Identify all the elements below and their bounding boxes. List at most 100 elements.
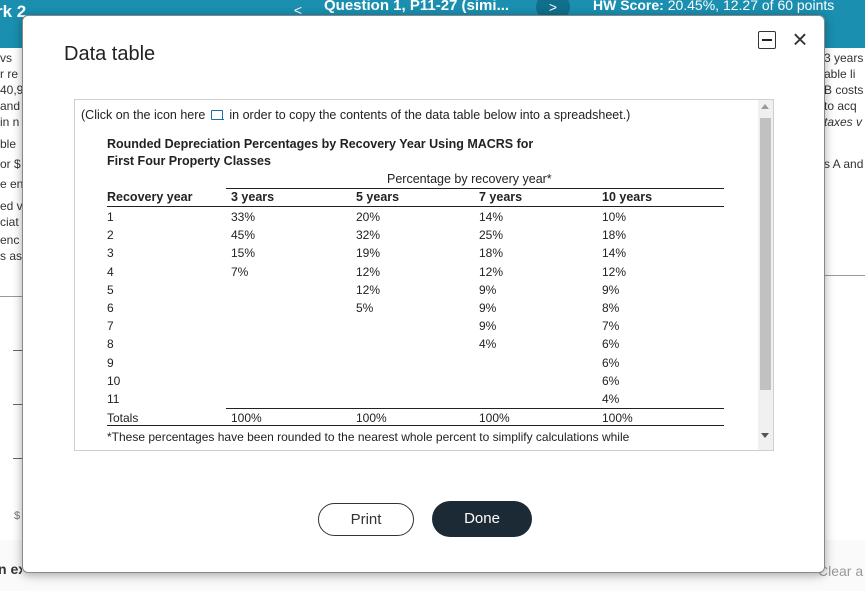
column-header: 5 years	[356, 190, 400, 204]
percentage-cell: 6%	[602, 337, 620, 352]
table-title-line-1: Rounded Depreciation Percentages by Reco…	[107, 137, 534, 151]
background-tick	[13, 350, 22, 351]
percentage-cell: 18%	[479, 246, 504, 261]
data-table-panel: (Click on the icon here in order to copy …	[74, 99, 774, 451]
previous-question-button[interactable]: <	[293, 2, 303, 18]
background-divider	[0, 296, 22, 297]
percentage-cell: 7%	[231, 264, 249, 279]
background-text-fragment: ciat	[0, 215, 19, 229]
background-text-fragment: 3 years	[824, 51, 864, 65]
percentage-header: Percentage by recovery year*	[387, 172, 552, 186]
homework-title: rk 2	[0, 2, 27, 21]
minimize-button[interactable]	[758, 31, 776, 49]
background-tick	[13, 458, 22, 459]
print-button[interactable]: Print	[318, 503, 414, 536]
recovery-year-cell: 11	[107, 392, 120, 406]
hw-score: HW Score: 20.45%, 12.27 of 60 points	[593, 0, 834, 13]
percentage-cell: 20%	[356, 210, 381, 224]
scroll-thumb[interactable]	[760, 118, 771, 390]
percentage-cell: 12%	[356, 282, 381, 297]
table-title-line-2: First Four Property Classes	[107, 154, 271, 168]
background-text-fragment: to acq	[824, 99, 857, 113]
header-rule	[107, 206, 724, 207]
scroll-up-icon[interactable]	[761, 104, 769, 109]
background-text-fragment: or $	[0, 157, 21, 171]
percentage-cell: 12%	[479, 264, 504, 279]
recovery-year-cell: 4	[107, 264, 114, 279]
background-tick	[13, 404, 22, 405]
dialog-title: Data table	[64, 43, 156, 65]
percentage-cell: 4%	[479, 337, 497, 352]
recovery-year-cell: 8	[107, 337, 114, 352]
percentage-cell: 14%	[602, 246, 627, 261]
percentage-cell: 9%	[479, 282, 497, 297]
column-header: Recovery year	[107, 190, 193, 204]
percentage-cell: 4%	[602, 392, 620, 406]
done-button[interactable]: Done	[432, 501, 532, 537]
recovery-year-cell: 5	[107, 282, 114, 297]
clear-all-button[interactable]: Clear a	[818, 563, 864, 579]
minimize-icon	[762, 39, 772, 41]
percentage-cell: 15%	[231, 246, 256, 261]
background-text-fragment: 40,9	[0, 83, 22, 97]
background-text-fragment: in n	[0, 115, 20, 129]
percentage-cell: 14%	[479, 210, 504, 224]
totals-cell: 100%	[602, 411, 633, 425]
recovery-year-cell: 6	[107, 301, 114, 315]
totals-label: Totals	[107, 411, 139, 425]
scroll-down-icon[interactable]	[761, 433, 769, 438]
recovery-year-cell: 3	[107, 246, 114, 261]
close-button[interactable]: ×	[792, 24, 808, 54]
percentage-cell: 25%	[479, 228, 504, 243]
percentage-cell: 32%	[356, 228, 381, 243]
recovery-year-cell: 10	[107, 373, 121, 388]
help-me-solve-link[interactable]: n example	[0, 561, 22, 577]
question-title[interactable]: Question 1, P11-27 (simi...	[324, 0, 510, 14]
background-text-fragment: r re	[0, 67, 18, 81]
table-footnote: *These percentages have been rounded to …	[107, 430, 630, 444]
recovery-year-cell: 9	[107, 355, 114, 370]
percentage-cell: 9%	[479, 301, 497, 315]
percentage-cell: 18%	[602, 228, 627, 243]
background-text-fragment: able li	[824, 67, 856, 81]
hw-score-label: HW Score:	[593, 0, 664, 13]
background-text-fragment: B costs	[824, 83, 864, 97]
data-table-dialog: Data table × (Click on the icon here in o…	[22, 15, 825, 573]
totals-cell: 100%	[231, 411, 262, 425]
background-dollar: $	[14, 510, 21, 522]
totals-rule	[107, 425, 724, 426]
recovery-year-cell: 2	[107, 228, 114, 243]
percentage-cell: 12%	[602, 264, 627, 279]
percentage-cell: 5%	[356, 301, 374, 315]
percentage-cell: 9%	[602, 282, 620, 297]
copy-to-spreadsheet-icon[interactable]	[211, 110, 225, 120]
column-header: 3 years	[231, 190, 275, 204]
percentage-cell: 6%	[602, 373, 620, 388]
percentage-cell: 19%	[356, 246, 381, 261]
percentage-cell: 7%	[602, 319, 620, 334]
panel-scrollbar[interactable]	[758, 100, 773, 450]
background-text-fragment: taxes v	[824, 115, 863, 129]
background-divider	[824, 275, 865, 276]
percentage-cell: 12%	[356, 264, 381, 279]
instruction-text-before: (Click on the icon here	[81, 108, 206, 122]
copy-instruction: (Click on the icon here in order to copy …	[81, 108, 630, 122]
background-text-fragment: s as	[0, 249, 22, 263]
column-header: 7 years	[479, 190, 523, 204]
percentage-cell: 10%	[602, 210, 627, 224]
background-text-fragment: and	[0, 99, 21, 113]
header-rule	[226, 188, 724, 189]
hw-score-value: 20.45%, 12.27 of 60 points	[667, 0, 835, 13]
background-text-fragment: ed v	[0, 199, 22, 213]
percentage-cell: 6%	[602, 355, 620, 370]
totals-cell: 100%	[479, 411, 510, 425]
totals-cell: 100%	[356, 411, 387, 425]
background-text-fragment: enc	[0, 233, 20, 247]
instruction-text-after: in order to copy the contents of the dat…	[229, 108, 631, 122]
recovery-year-cell: 1	[107, 210, 114, 224]
background-text-fragment: s A and	[824, 157, 864, 171]
recovery-year-cell: 7	[107, 319, 114, 334]
background-text-fragment: e en	[0, 177, 22, 191]
percentage-cell: 45%	[231, 228, 256, 243]
percentage-cell: 33%	[231, 210, 256, 224]
